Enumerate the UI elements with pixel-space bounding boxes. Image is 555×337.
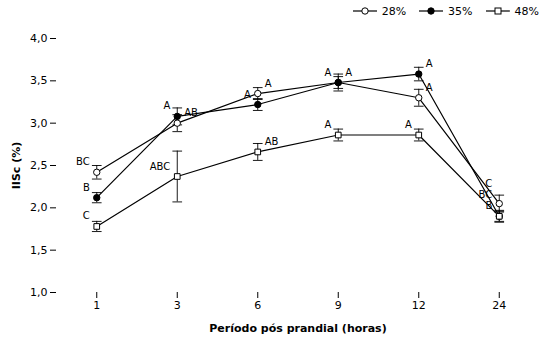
svg-text:A: A bbox=[324, 67, 331, 78]
svg-text:1: 1 bbox=[93, 299, 100, 312]
svg-text:6: 6 bbox=[254, 299, 261, 312]
svg-text:3: 3 bbox=[174, 299, 181, 312]
svg-text:3,0: 3,0 bbox=[30, 117, 48, 130]
svg-text:12: 12 bbox=[412, 299, 426, 312]
svg-text:IISc (%): IISc (%) bbox=[10, 142, 23, 190]
svg-text:A: A bbox=[244, 89, 251, 100]
svg-text:ABC: ABC bbox=[150, 161, 171, 172]
svg-text:B: B bbox=[485, 200, 492, 211]
svg-text:AB: AB bbox=[184, 107, 198, 118]
svg-text:A: A bbox=[265, 78, 272, 89]
svg-text:A: A bbox=[426, 58, 433, 69]
svg-text:A: A bbox=[324, 119, 331, 130]
svg-text:BC: BC bbox=[76, 156, 90, 167]
svg-text:A: A bbox=[345, 67, 352, 78]
svg-text:BC: BC bbox=[479, 189, 493, 200]
html-text:28%: 28% bbox=[381, 4, 407, 18]
svg-text:3,5: 3,5 bbox=[30, 74, 48, 87]
html-text:35%: 35% bbox=[448, 4, 473, 18]
svg-text:2,0: 2,0 bbox=[30, 201, 48, 214]
svg-text:9: 9 bbox=[335, 299, 342, 312]
svg-text:B: B bbox=[83, 182, 90, 193]
svg-text:C: C bbox=[83, 210, 90, 221]
svg-text:A: A bbox=[426, 82, 433, 93]
svg-text:24: 24 bbox=[492, 299, 506, 312]
svg-text:2,5: 2,5 bbox=[30, 159, 48, 172]
svg-text:4,0: 4,0 bbox=[30, 32, 48, 45]
svg-text:1,5: 1,5 bbox=[30, 244, 48, 257]
svg-text:1,0: 1,0 bbox=[30, 286, 48, 299]
svg-text:AB: AB bbox=[265, 136, 279, 147]
svg-text:A: A bbox=[405, 119, 412, 130]
svg-text:A: A bbox=[163, 100, 170, 111]
svg-text:Período pós prandial (horas): Período pós prandial (horas) bbox=[209, 322, 386, 335]
html-text:48%: 48% bbox=[514, 4, 539, 18]
svg-text:C: C bbox=[485, 178, 492, 189]
